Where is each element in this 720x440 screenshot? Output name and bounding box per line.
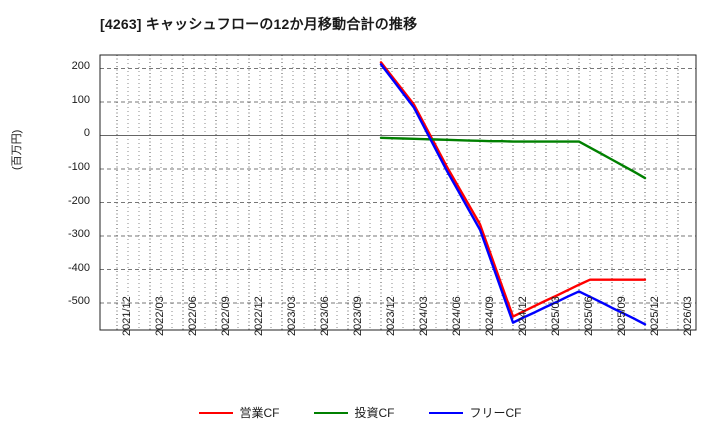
chart-title: [4263] キャッシュフローの12か月移動合計の推移 <box>100 16 418 32</box>
legend-item-3[interactable]: フリーCF <box>428 404 522 421</box>
legend-label: フリーCF <box>469 406 522 420</box>
x-tick-label: 2025/09 <box>616 296 628 336</box>
series-line-3 <box>379 63 647 326</box>
x-tick-label: 2021/12 <box>121 296 133 336</box>
legend-label: 営業CF <box>239 406 280 420</box>
legend-label: 投資CF <box>354 406 395 420</box>
x-tick-label: 2023/06 <box>319 296 331 336</box>
x-tick-label: 2025/03 <box>550 296 562 336</box>
legend-item-1[interactable]: 営業CF <box>198 404 280 421</box>
x-tick-label: 2025/06 <box>583 296 595 336</box>
x-tick-label: 2023/03 <box>286 296 298 336</box>
x-tick-label: 2024/12 <box>517 296 529 336</box>
x-tick-label: 2026/03 <box>682 296 694 336</box>
y-tick-label: -100 <box>67 161 90 174</box>
x-tick-label: 2022/03 <box>154 296 166 336</box>
series-line-2 <box>379 136 647 180</box>
y-tick-label: 0 <box>83 127 90 140</box>
y-tick-label: -500 <box>67 295 90 308</box>
x-tick-label: 2024/09 <box>484 296 496 336</box>
x-tick-label: 2024/03 <box>418 296 430 336</box>
x-tick-label: 2025/12 <box>649 296 661 336</box>
y-tick-label: -400 <box>67 261 90 274</box>
x-tick-label: 2023/09 <box>352 296 364 336</box>
y-tick-label: 200 <box>71 60 90 73</box>
x-tick-label: 2024/06 <box>451 296 463 336</box>
legend-color-swatch <box>313 411 348 414</box>
x-tick-label: 2023/12 <box>385 296 397 336</box>
legend-color-swatch <box>428 411 463 414</box>
x-tick-label: 2022/12 <box>253 296 265 336</box>
y-tick-label: 100 <box>71 93 90 106</box>
legend-color-swatch <box>198 411 233 414</box>
y-tick-label: -200 <box>67 194 90 207</box>
y-tick-label: -300 <box>67 228 90 241</box>
legend-item-2[interactable]: 投資CF <box>313 404 395 421</box>
chart-legend: 営業CF 投資CF フリーCF <box>0 404 720 421</box>
x-tick-label: 2022/09 <box>220 296 232 336</box>
x-tick-label: 2022/06 <box>187 296 199 336</box>
series-line-1 <box>379 61 647 318</box>
